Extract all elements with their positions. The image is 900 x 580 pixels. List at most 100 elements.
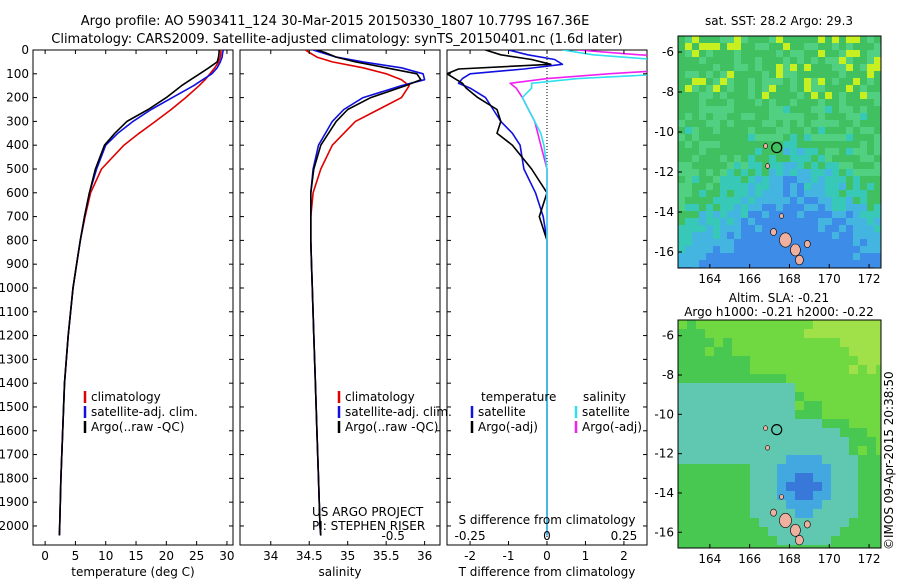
sla-map-cell	[804, 482, 814, 492]
sst-map-cell	[776, 162, 784, 170]
sla-map-cell	[732, 383, 742, 393]
sst-map-cell	[846, 162, 854, 170]
sst-map-cell	[713, 253, 721, 261]
sst-map-cell	[818, 162, 826, 170]
sla-map-cell	[732, 473, 742, 483]
sst-map-cell	[699, 155, 707, 163]
sst-map-cell	[699, 134, 707, 142]
sst-map-cell	[846, 120, 854, 128]
sst-map-cell	[762, 155, 770, 163]
sst-map-cell	[797, 155, 805, 163]
sla-map-cell	[714, 446, 724, 456]
sst-map-cell	[811, 134, 819, 142]
sst-map-cell	[874, 211, 881, 219]
sst-map-cell	[762, 43, 770, 51]
sst-map-cell	[741, 50, 749, 58]
sst-map-cell	[762, 169, 770, 177]
sla-map-cell	[732, 545, 742, 548]
sla-map-cell	[732, 329, 742, 339]
sst-map-cell	[706, 127, 714, 135]
sla-map-cell	[741, 410, 751, 420]
sst-map-cell	[783, 253, 791, 261]
sst-map-cell	[853, 134, 861, 142]
sst-map-cell	[748, 85, 756, 93]
sla-map-cell	[813, 527, 823, 537]
sla-map-cell	[849, 428, 859, 438]
sst-map-cell	[853, 141, 861, 149]
sst-map-cell	[832, 106, 840, 114]
sla-map-cell	[867, 419, 877, 429]
sla-map-cell	[714, 473, 724, 483]
map-lon-label: 168	[778, 552, 801, 566]
sst-map-cell	[783, 183, 791, 191]
sst-map-cell	[783, 43, 791, 51]
sst-map-cell	[727, 71, 735, 79]
sla-map-cell	[786, 383, 796, 393]
sla-map-cell	[741, 437, 751, 447]
sla-map-cell	[804, 491, 814, 501]
sst-map-cell	[706, 57, 714, 65]
sst-map-cell	[846, 260, 854, 268]
sla-map-cell	[696, 509, 706, 519]
sst-map-cell	[790, 64, 798, 72]
sst-map-cell	[832, 64, 840, 72]
sla-map-cell	[678, 347, 688, 357]
sla-map-cell	[840, 320, 850, 330]
map-lon-label: 164	[698, 272, 721, 286]
sst-map-cell	[727, 211, 735, 219]
sst-map-cell	[790, 106, 798, 114]
sla-map-cell	[858, 401, 868, 411]
sst-map-cell	[748, 64, 756, 72]
depth-tick-label: 1700	[0, 448, 29, 462]
sla-map-cell	[786, 356, 796, 366]
sst-map-cell	[804, 113, 812, 121]
sst-map-cell	[755, 113, 763, 121]
sla-map-cell	[822, 365, 832, 375]
sst-map-cell	[741, 169, 749, 177]
sst-map-cell	[755, 253, 763, 261]
sla-map-cell	[696, 464, 706, 474]
sst-map-cell	[783, 169, 791, 177]
sst-map-cell	[769, 127, 777, 135]
sst-map-cell	[790, 57, 798, 65]
sla-map-cell	[786, 338, 796, 348]
sst-map-cell	[811, 176, 819, 184]
sla-map-cell	[687, 491, 697, 501]
sst-map-cell	[853, 50, 861, 58]
sla-map-cell	[741, 383, 751, 393]
sst-map-cell	[727, 239, 735, 247]
sla-map-cell	[705, 419, 715, 429]
sst-map-cell	[811, 253, 819, 261]
sst-map-cell	[790, 50, 798, 58]
sst-map-cell	[839, 85, 847, 93]
sst-map-cell	[678, 190, 686, 198]
sst-map-cell	[867, 211, 875, 219]
sst-map-cell	[874, 169, 881, 177]
sla-map-cell	[858, 320, 868, 330]
sla-map-cell	[723, 482, 733, 492]
sla-map-cell	[840, 473, 850, 483]
sst-map-cell	[804, 183, 812, 191]
sst-map-cell	[804, 85, 812, 93]
sla-map-cell	[723, 509, 733, 519]
sst-map-cell	[860, 225, 868, 233]
sla-map-cell	[678, 536, 688, 546]
sst-map-cell	[860, 176, 868, 184]
sst-map-cell	[825, 211, 833, 219]
sst-map-cell	[783, 113, 791, 121]
sst-map-cell	[860, 43, 868, 51]
sst-map-cell	[713, 197, 721, 205]
sst-map-cell	[797, 246, 805, 254]
sst-map-cell	[678, 99, 686, 107]
sst-map-cell	[713, 218, 721, 226]
sla-map-cell	[705, 518, 715, 528]
sst-map-cell	[818, 57, 826, 65]
sst-map-cell	[853, 218, 861, 226]
sst-map-cell	[818, 64, 826, 72]
sla-map-cell	[840, 392, 850, 402]
sla-map-cell	[714, 527, 724, 537]
sst-map-cell	[867, 99, 875, 107]
sst-map-cell	[874, 113, 881, 121]
sst-map-cell	[867, 232, 875, 240]
sst-map-cell	[692, 71, 700, 79]
